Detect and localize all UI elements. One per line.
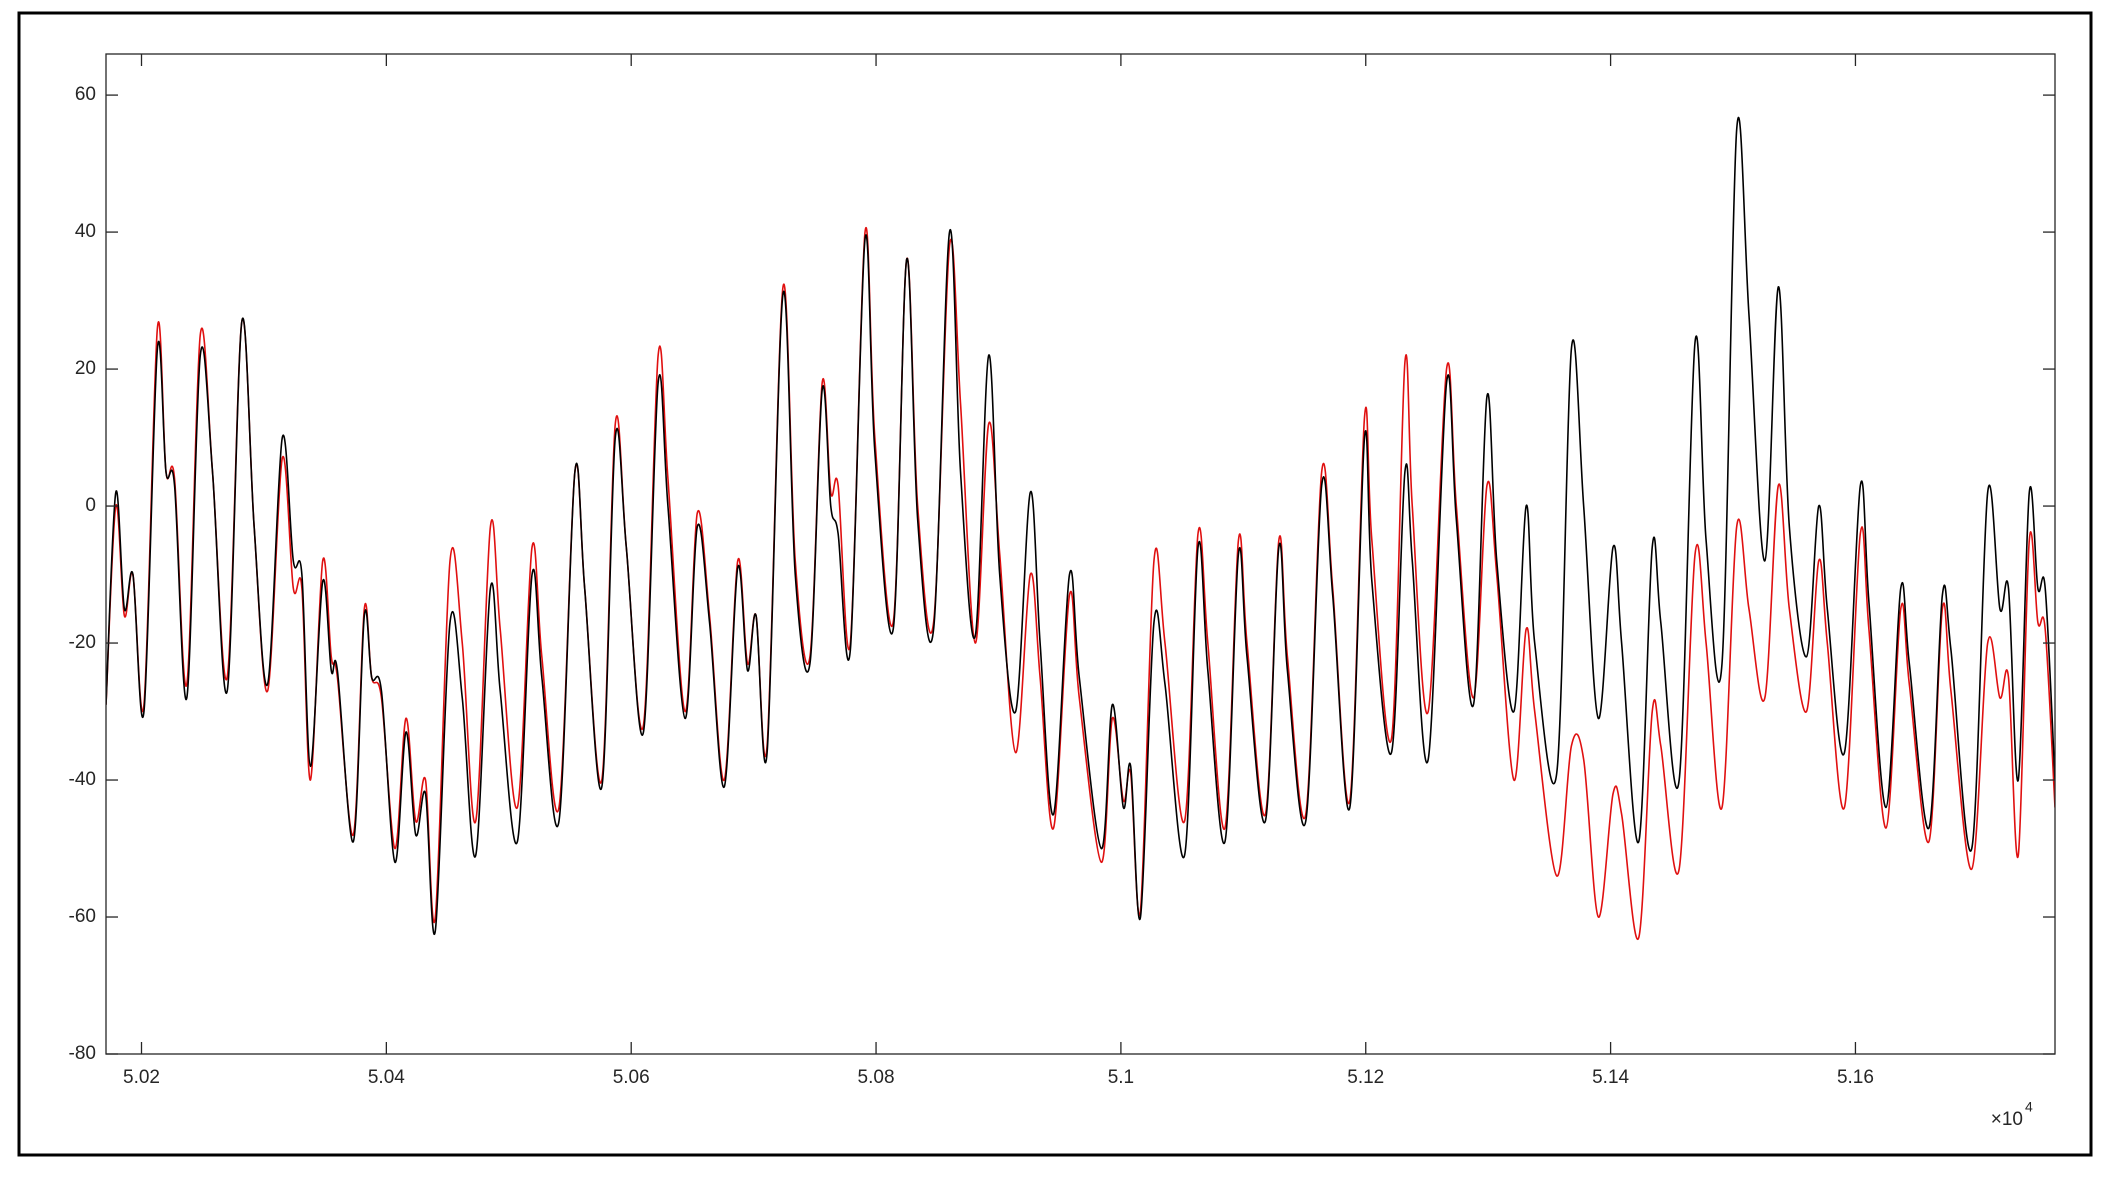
y-tick-label: -20 [69, 632, 96, 653]
x-tick-label: 5.06 [613, 1067, 650, 1088]
data-line [106, 227, 2055, 941]
x-multiplier: ×10 [1991, 1109, 2023, 1130]
axes-box [105, 53, 2056, 1055]
data-line [106, 117, 2055, 936]
x-tick-label: 5.04 [368, 1067, 405, 1088]
plot-content [106, 117, 2055, 941]
x-tick-label: 5.1 [1108, 1067, 1134, 1088]
y-tick-label: -40 [69, 769, 96, 790]
y-tick-label: 0 [85, 495, 96, 516]
y-tick-label: 20 [75, 358, 96, 379]
y-tick-label: 40 [75, 221, 96, 242]
figure-frame [17, 11, 2093, 1157]
x-tick-label: 5.02 [123, 1067, 160, 1088]
x-tick-label: 5.16 [1837, 1067, 1874, 1088]
x-tick-label: 5.14 [1592, 1067, 1629, 1088]
x-multiplier-exponent: 4 [2025, 1099, 2033, 1115]
y-tick-label: -80 [69, 1043, 96, 1064]
x-tick-label: 5.08 [858, 1067, 895, 1088]
y-tick-label: 60 [75, 84, 96, 105]
y-tick-label: -60 [69, 906, 96, 927]
x-tick-label: 5.12 [1347, 1067, 1384, 1088]
